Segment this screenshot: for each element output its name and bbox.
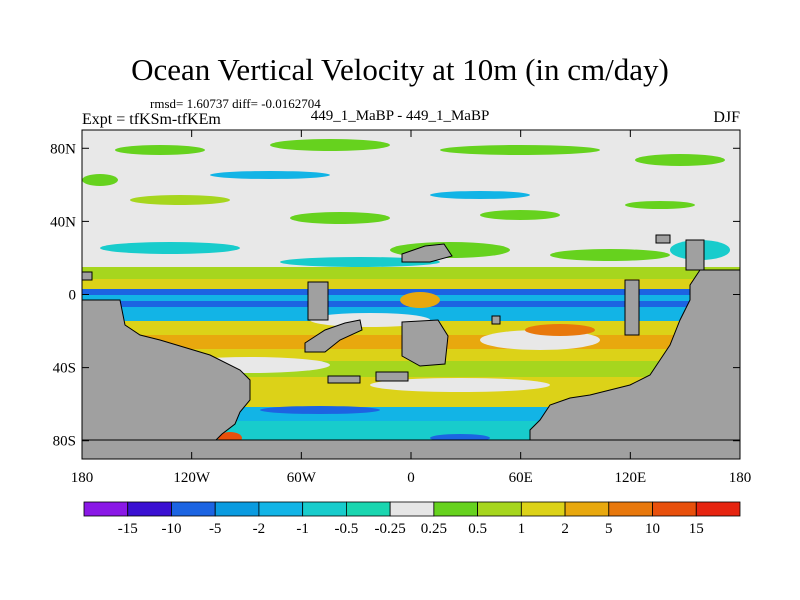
colorbar-label: -10	[161, 521, 181, 537]
run-label: 449_1_MaBP - 449_1_MaBP	[310, 108, 490, 124]
colorbar-box	[171, 501, 216, 517]
colorbar-box	[608, 501, 653, 517]
colorbar-label: -0.25	[375, 521, 406, 537]
colorbar-box	[389, 501, 435, 517]
x-tick-label: 120W	[173, 470, 211, 486]
colorbar-label: 0.5	[468, 521, 487, 537]
streak	[430, 191, 530, 199]
streak	[290, 212, 390, 224]
colorbar-box	[477, 501, 522, 517]
pale-patch	[370, 378, 550, 392]
stats-line: rmsd= 1.60737 diff= -0.0162704	[150, 96, 321, 111]
colorbar-label: 15	[689, 521, 704, 537]
longitude-axis: 180 120W 60W 0 60E 120E 180	[71, 130, 752, 486]
band-south-equatorial	[82, 307, 740, 321]
colorbar-label: -1	[296, 521, 309, 537]
streak	[280, 257, 440, 267]
streak	[440, 145, 600, 155]
x-tick-label: 0	[407, 470, 415, 486]
island	[307, 281, 329, 321]
colorbar-label: 5	[605, 521, 613, 537]
x-tick-label: 60W	[287, 470, 317, 486]
y-tick-label: 80S	[53, 434, 76, 450]
streak	[270, 139, 390, 151]
streak	[100, 242, 240, 254]
colorbar-label: -15	[118, 521, 138, 537]
streak	[210, 171, 330, 179]
island	[491, 315, 501, 325]
colorbar-labels: -15 -10 -5 -2 -1 -0.5 -0.25 0.25 0.5 1 2 5 10 15	[118, 521, 704, 537]
y-tick-label: 40N	[50, 214, 76, 230]
pale-patch	[310, 313, 430, 327]
streak	[130, 195, 230, 205]
season-label: DJF	[713, 109, 740, 126]
band-north-equatorial	[82, 279, 740, 289]
colorbar-box	[345, 501, 391, 517]
island	[624, 279, 640, 336]
accent	[260, 406, 380, 414]
island	[82, 271, 93, 281]
y-tick-label: 80N	[50, 141, 76, 157]
island	[327, 375, 361, 384]
streak	[635, 154, 725, 166]
colorbar-box	[652, 501, 697, 517]
x-tick-label: 60E	[509, 470, 533, 486]
colorbar-label: 0.25	[421, 521, 447, 537]
colorbar-label: 2	[561, 521, 569, 537]
map-plot-area	[82, 130, 740, 459]
colorbar-box	[214, 501, 260, 517]
colorbar-label: -0.5	[335, 521, 359, 537]
island	[304, 319, 363, 353]
island	[685, 239, 705, 271]
streak	[480, 210, 560, 220]
x-tick-label: 180	[71, 470, 94, 486]
colorbar-box	[520, 501, 566, 517]
colorbar-label: 10	[645, 521, 660, 537]
land-masks	[82, 234, 740, 459]
antarctica-land	[82, 439, 740, 459]
streak	[550, 249, 670, 261]
colorbar-label: -2	[253, 521, 266, 537]
chart-title: Ocean Vertical Velocity at 10m (in cm/da…	[131, 52, 669, 87]
island	[655, 234, 671, 244]
y-tick-label: 0	[69, 288, 77, 304]
south-america-land	[82, 299, 251, 441]
colorbar-label: -5	[209, 521, 222, 537]
australia-land	[529, 269, 740, 441]
y-tick-label: 40S	[53, 361, 76, 377]
colorbar-box	[127, 501, 172, 517]
colorbar-label: 1	[518, 521, 526, 537]
island	[401, 243, 453, 263]
island	[375, 371, 409, 382]
accent	[400, 292, 440, 308]
latitude-axis: 80N 40N 0 40S 80S	[50, 141, 740, 450]
colorbar-box	[83, 501, 129, 517]
colorbar	[83, 501, 741, 517]
colorbar-box	[695, 501, 741, 517]
streak	[115, 145, 205, 155]
x-tick-label: 120E	[614, 470, 646, 486]
streak	[625, 201, 695, 209]
colorbar-box	[433, 501, 479, 517]
colorbar-box	[302, 501, 347, 517]
x-tick-label: 180	[729, 470, 752, 486]
band-north-tropics	[82, 267, 740, 279]
experiment-label: Expt = tfKSm-tfKEm	[82, 111, 221, 128]
accent	[525, 324, 595, 336]
colorbar-box	[564, 501, 610, 517]
island	[401, 319, 449, 367]
colorbar-box	[258, 501, 304, 517]
streak	[82, 174, 118, 186]
